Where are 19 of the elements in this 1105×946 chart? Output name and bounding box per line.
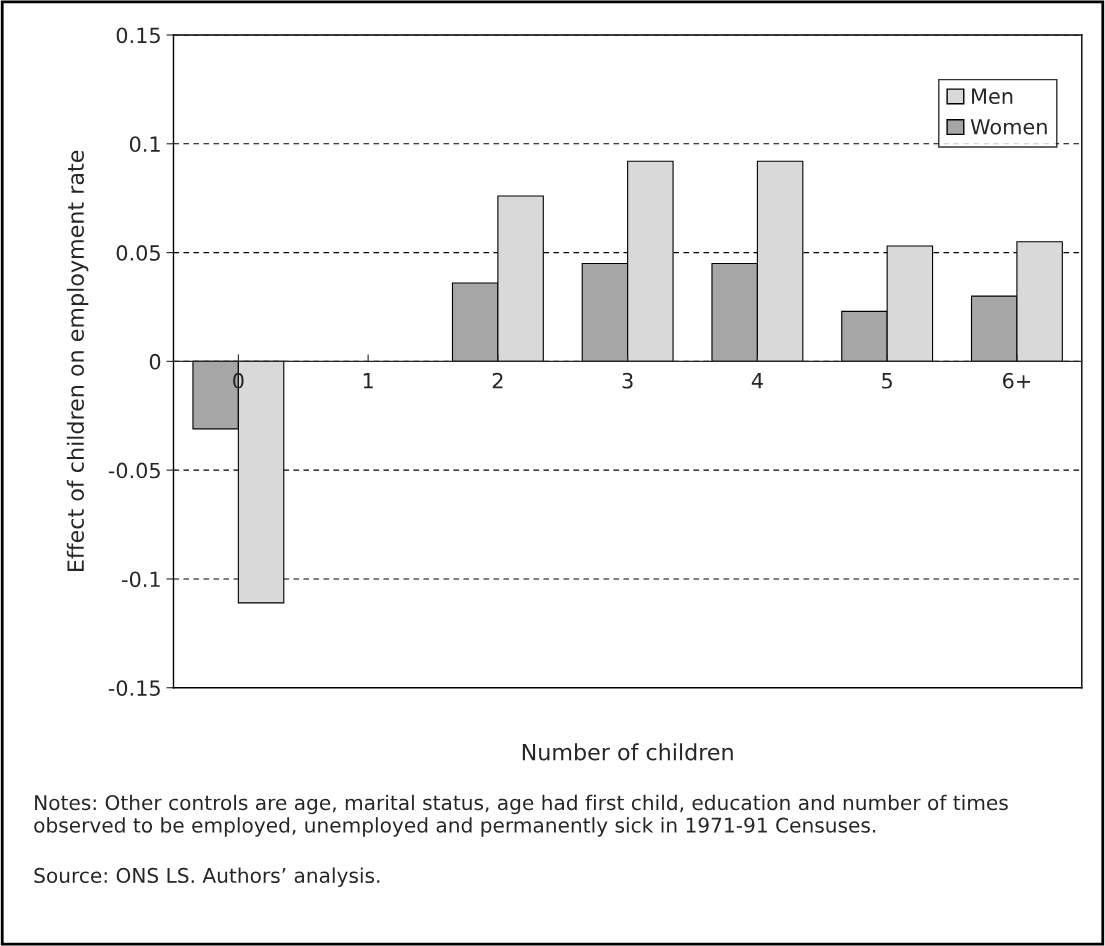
y-tick-label: 0.05 (116, 245, 160, 261)
x-tick-label: 6+ (1003, 372, 1031, 389)
y-tick-label: -0.15 (108, 680, 160, 696)
y-tick-label: -0.05 (108, 462, 160, 479)
x-axis-title: Number of children (522, 743, 733, 761)
x-tick-label: 3 (622, 372, 633, 389)
x-tick-label: 2 (492, 372, 503, 389)
legend-label: Men (972, 88, 1013, 105)
y-tick-label: 0 (149, 353, 161, 370)
y-tick-label: 0.15 (116, 27, 160, 44)
legend-label: Women (970, 119, 1047, 135)
x-tick-label: 1 (363, 373, 373, 389)
y-tick-label: 0.1 (129, 136, 160, 152)
x-tick-label: 5 (882, 373, 892, 389)
y-tick-label: -0.1 (122, 571, 160, 588)
x-tick-label: 4 (751, 373, 763, 389)
source-note: Source: ONS LS. Authors’ analysis. (34, 867, 380, 887)
text: Notes: Other controls are age, marital status, age had first child, education and number of times observed to be employed, unemployed and permanently sick in 1971-91 Censuses. (34, 794, 1008, 837)
y-axis-title: Effect of children on employment rate (66, 150, 89, 571)
